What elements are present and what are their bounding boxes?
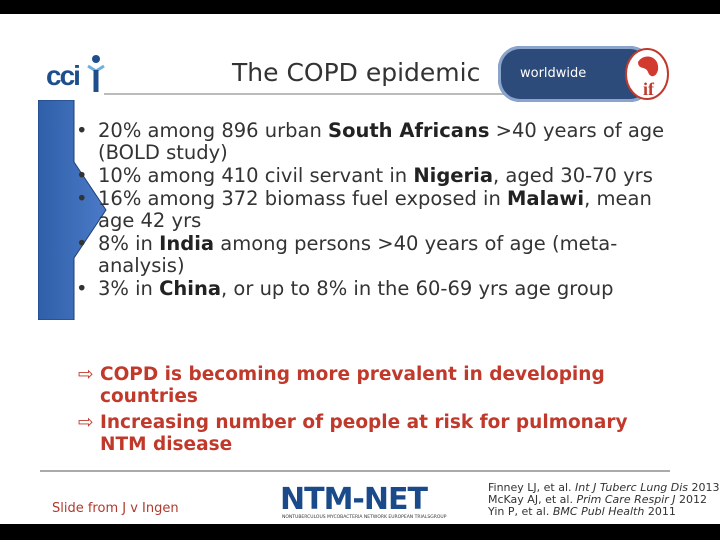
conclusion-item: ⇨ COPD is becoming more prevalent in dev… [78,364,605,407]
worldwide-badge-label: worldwide [520,66,587,81]
slide-title: The COPD epidemic [232,58,481,87]
cci-logo-text: cci [46,60,81,91]
footer-divider [40,470,670,472]
bullet-item: 16% among 372 biomass fuel exposed in Ma… [76,188,666,232]
slide: cci The COPD epidemic worldwide if 20% a… [0,14,720,524]
bullet-item: 3% in China, or up to 8% in the 60-69 yr… [76,278,666,301]
bullet-item: 10% among 410 civil servant in Nigeria, … [76,165,666,188]
conclusion-item: ⇨ Increasing number of people at risk fo… [78,412,628,455]
arrow-right-icon: ⇨ [78,364,94,385]
conclusion-list: ⇨ COPD is becoming more prevalent in dev… [78,364,678,460]
bullet-list: 20% among 896 urban South Africans >40 y… [76,120,666,301]
if-logo: if [625,48,669,100]
reference-item: Yin P, et al. BMC Publ Health 2011 [488,505,676,518]
title-divider [104,93,504,95]
bullet-item: 8% in India among persons >40 years of a… [76,233,666,277]
ntm-net-tagline: NONTUBERCULOUS MYCOBACTERIA NETWORK EURO… [282,515,447,520]
if-logo-text: if [643,79,655,99]
ntm-net-logo: NTM-NET NONTUBERCULOUS MYCOBACTERIA NETW… [276,482,446,524]
bullet-item: 20% among 896 urban South Africans >40 y… [76,120,666,164]
arrow-right-icon: ⇨ [78,412,94,433]
reference-item: Finney LJ, et al. Int J Tuberc Lung Dis … [488,481,720,494]
reference-item: McKay AJ, et al. Prim Care Respir J 2012 [488,493,708,506]
person-icon [87,55,105,92]
ntm-net-logo-text: NTM-NET [280,482,428,517]
reference-list: Finney LJ, et al. Int J Tuberc Lung Dis … [488,482,720,518]
cci-logo: cci [46,55,106,94]
slide-source: Slide from J v Ingen [52,501,179,516]
